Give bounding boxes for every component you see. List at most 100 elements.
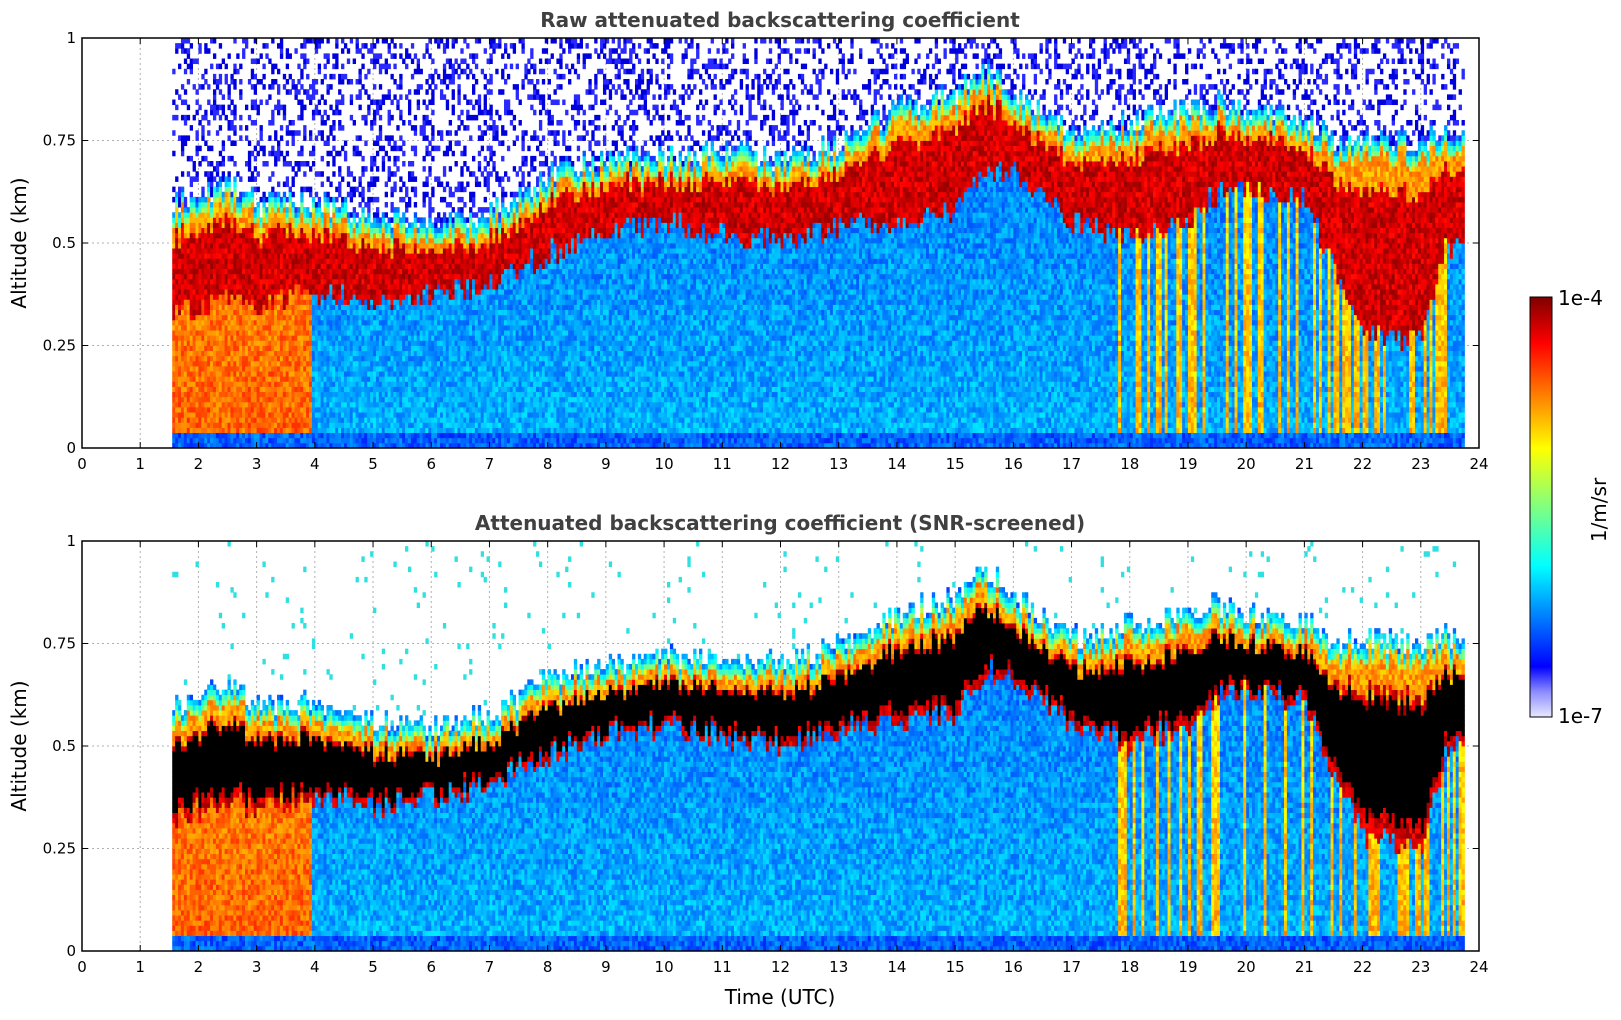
heatmap-cell: [187, 361, 190, 367]
heatmap-cell: [187, 258, 190, 264]
heatmap-cell: [207, 325, 210, 331]
heatmap-cell: [175, 284, 178, 290]
heatmap-cell: [204, 376, 207, 382]
panel-title: Raw attenuated backscattering coefficien…: [540, 8, 1020, 32]
heatmap-cell: [193, 253, 196, 259]
heatmap-cell: [210, 238, 213, 244]
heatmap-cell: [225, 315, 228, 321]
heatmap-cell: [184, 402, 187, 408]
heatmap-cell: [187, 371, 190, 377]
heatmap-cell: [175, 366, 178, 372]
heatmap-cell: [187, 433, 190, 439]
heatmap-cell: [207, 371, 210, 377]
heatmap-cell: [184, 141, 187, 147]
heatmap-cell: [207, 402, 210, 408]
heatmap-cell: [219, 402, 222, 408]
heatmap-cell: [216, 187, 219, 193]
heatmap-cell: [198, 330, 201, 336]
heatmap-cell: [175, 407, 178, 413]
heatmap-cell: [196, 305, 199, 311]
heatmap-cell: [172, 274, 175, 280]
heatmap-cell: [198, 346, 201, 352]
heatmap-cell: [184, 335, 187, 341]
heatmap-cell: [181, 299, 184, 305]
heatmap-cell: [222, 233, 225, 239]
heatmap-cell: [196, 366, 199, 372]
heatmap-cell: [196, 387, 199, 393]
heatmap-cell: [216, 84, 219, 90]
heatmap-cell: [181, 284, 184, 290]
heatmap-cell: [213, 89, 216, 95]
heatmap-cell: [213, 284, 216, 290]
heatmap-cell: [193, 299, 196, 305]
heatmap-cell: [193, 371, 196, 377]
heatmap-cell: [222, 238, 225, 244]
heatmap-cell: [210, 428, 213, 434]
heatmap-cell: [219, 346, 222, 352]
heatmap-cell: [175, 212, 178, 218]
heatmap-cell: [190, 417, 193, 423]
heatmap-cell: [190, 315, 193, 321]
heatmap-cell: [201, 115, 204, 121]
heatmap-cell: [190, 238, 193, 244]
heatmap-cell: [216, 428, 219, 434]
heatmap-cell: [225, 330, 228, 336]
heatmap-cell: [184, 135, 187, 141]
heatmap-cell: [178, 43, 181, 49]
heatmap-cell: [213, 299, 216, 305]
heatmap-cell: [184, 320, 187, 326]
heatmap-cell: [193, 315, 196, 321]
heatmap-cell: [187, 279, 190, 285]
heatmap-cell: [178, 417, 181, 423]
heatmap-cell: [222, 207, 225, 213]
heatmap-cell: [213, 371, 216, 377]
heatmap-cell: [184, 366, 187, 372]
heatmap-cell: [210, 289, 213, 295]
heatmap-cell: [172, 294, 175, 300]
heatmap-cell: [222, 412, 225, 418]
heatmap-cell: [181, 361, 184, 367]
heatmap-cell: [181, 376, 184, 382]
heatmap-cell: [184, 228, 187, 234]
heatmap-cell: [187, 351, 190, 357]
heatmap-cell: [184, 346, 187, 352]
heatmap-cell: [204, 69, 207, 75]
heatmap-cell: [207, 376, 210, 382]
heatmap-cell: [178, 269, 181, 275]
heatmap-cell: [213, 212, 216, 218]
heatmap-cell: [184, 48, 187, 54]
heatmap-cell: [187, 335, 190, 341]
heatmap-cell: [184, 223, 187, 229]
heatmap-cell: [178, 376, 181, 382]
heatmap-column: [172, 33, 175, 449]
heatmap-cell: [196, 130, 199, 136]
heatmap-cell: [213, 166, 216, 172]
heatmap-cell: [213, 269, 216, 275]
heatmap-cell: [181, 289, 184, 295]
heatmap-cell: [175, 248, 178, 254]
heatmap-cell: [193, 228, 196, 234]
heatmap-cell: [198, 223, 201, 229]
heatmap-cell: [216, 325, 219, 331]
heatmap-cell: [187, 428, 190, 434]
heatmap-cell: [181, 402, 184, 408]
heatmap-column: [175, 33, 178, 449]
heatmap-cell: [219, 264, 222, 270]
heatmap-cell: [219, 351, 222, 357]
heatmap-cell: [204, 397, 207, 403]
heatmap-cell: [219, 294, 222, 300]
heatmap-cell: [216, 166, 219, 172]
heatmap-cell: [219, 320, 222, 326]
heatmap-cell: [213, 433, 216, 439]
heatmap-cell: [178, 402, 181, 408]
heatmap-cell: [225, 305, 228, 311]
heatmap-cell: [184, 253, 187, 259]
heatmap-cell: [216, 233, 219, 239]
heatmap-cell: [216, 279, 219, 285]
heatmap-cell: [172, 238, 175, 244]
heatmap-cell: [210, 228, 213, 234]
heatmap-cell: [181, 233, 184, 239]
heatmap-cell: [178, 381, 181, 387]
heatmap-cell: [216, 412, 219, 418]
heatmap-cell: [219, 366, 222, 372]
